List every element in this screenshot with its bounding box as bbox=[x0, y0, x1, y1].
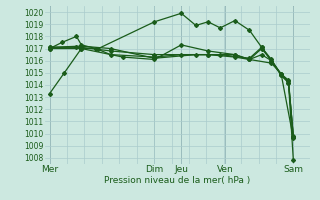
X-axis label: Pression niveau de la mer( hPa ): Pression niveau de la mer( hPa ) bbox=[104, 176, 251, 185]
